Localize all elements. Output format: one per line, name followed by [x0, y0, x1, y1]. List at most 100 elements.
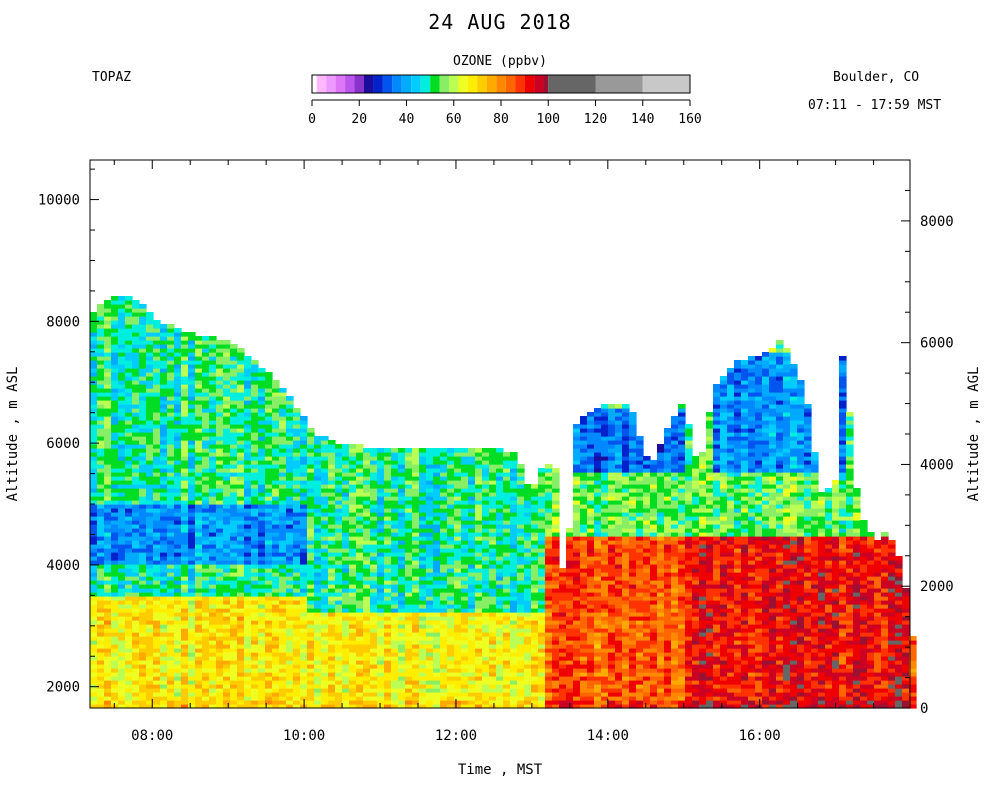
heatmap-cell	[440, 700, 448, 705]
heatmap-cell	[118, 428, 126, 433]
heatmap-cell	[160, 356, 168, 361]
heatmap-cell	[342, 496, 350, 501]
heatmap-cell	[482, 612, 490, 617]
heatmap-cell	[475, 584, 483, 589]
heatmap-cell	[244, 656, 252, 661]
heatmap-cell	[153, 580, 161, 585]
heatmap-cell	[111, 700, 119, 705]
heatmap-cell	[188, 692, 196, 697]
heatmap-cell	[405, 556, 413, 561]
heatmap-cell	[244, 704, 252, 709]
heatmap-cell	[405, 516, 413, 521]
heatmap-cell	[139, 392, 147, 397]
heatmap-cell	[139, 676, 147, 681]
heatmap-cell	[125, 300, 133, 305]
heatmap-cell	[321, 608, 329, 613]
heatmap-cell	[454, 660, 462, 665]
heatmap-cell	[153, 384, 161, 389]
heatmap-cell	[503, 688, 511, 693]
heatmap-cell	[419, 528, 427, 533]
heatmap-cell	[279, 552, 287, 557]
heatmap-cell	[244, 456, 252, 461]
heatmap-cell	[118, 320, 126, 325]
heatmap-cell	[202, 520, 210, 525]
heatmap-cell	[447, 448, 455, 453]
heatmap-cell	[174, 496, 182, 501]
heatmap-cell	[146, 452, 154, 457]
heatmap-cell	[237, 556, 245, 561]
heatmap-cell	[153, 616, 161, 621]
heatmap-cell	[237, 568, 245, 573]
heatmap-cell	[370, 508, 378, 513]
heatmap-cell	[195, 616, 203, 621]
heatmap-cell	[503, 632, 511, 637]
heatmap-cell	[90, 572, 98, 577]
heatmap-cell	[321, 616, 329, 621]
heatmap-cell	[160, 612, 168, 617]
heatmap-cell	[307, 648, 315, 653]
heatmap-cell	[398, 520, 406, 525]
heatmap-cell	[111, 340, 119, 345]
heatmap-cell	[139, 652, 147, 657]
heatmap-cell	[363, 516, 371, 521]
heatmap-cell	[223, 680, 231, 685]
heatmap-cell	[244, 568, 252, 573]
heatmap-cell	[97, 324, 105, 329]
heatmap-cell	[300, 572, 308, 577]
heatmap-cell	[167, 492, 175, 497]
heatmap-cell	[209, 396, 217, 401]
heatmap-cell	[160, 456, 168, 461]
heatmap-cell	[510, 504, 518, 509]
heatmap-cell	[370, 548, 378, 553]
heatmap-cell	[398, 672, 406, 677]
heatmap-cell	[524, 488, 532, 493]
heatmap-cell	[104, 692, 112, 697]
heatmap-cell	[391, 616, 399, 621]
heatmap-cell	[195, 372, 203, 377]
heatmap-cell	[307, 504, 315, 509]
heatmap-cell	[167, 340, 175, 345]
heatmap-cell	[412, 584, 420, 589]
heatmap-cell	[111, 416, 119, 421]
heatmap-cell	[391, 468, 399, 473]
heatmap-cell	[223, 692, 231, 697]
heatmap-cell	[461, 576, 469, 581]
heatmap-cell	[153, 576, 161, 581]
heatmap-cell	[181, 652, 189, 657]
heatmap-cell	[230, 540, 238, 545]
heatmap-cell	[447, 564, 455, 569]
heatmap-cell	[209, 680, 217, 685]
heatmap-cell	[251, 364, 259, 369]
heatmap-cell	[209, 660, 217, 665]
heatmap-cell	[216, 484, 224, 489]
heatmap-cell	[202, 544, 210, 549]
heatmap-cell	[293, 508, 301, 513]
heatmap-cell	[265, 696, 273, 701]
heatmap-cell	[118, 656, 126, 661]
heatmap-cell	[342, 492, 350, 497]
heatmap-cell	[314, 528, 322, 533]
heatmap-cell	[307, 556, 315, 561]
heatmap-cell	[398, 580, 406, 585]
heatmap-cell	[349, 692, 357, 697]
heatmap-cell	[237, 388, 245, 393]
heatmap-cell	[517, 660, 525, 665]
heatmap-cell	[524, 568, 532, 573]
heatmap-cell	[97, 572, 105, 577]
heatmap-cell	[125, 464, 133, 469]
heatmap-cell	[342, 464, 350, 469]
heatmap-cell	[139, 540, 147, 545]
heatmap-cell	[97, 388, 105, 393]
heatmap-cell	[258, 624, 266, 629]
heatmap-cell	[503, 592, 511, 597]
heatmap-cell	[461, 680, 469, 685]
heatmap-cell	[104, 668, 112, 673]
heatmap-cell	[146, 448, 154, 453]
heatmap-cell	[419, 496, 427, 501]
heatmap-cell	[496, 496, 504, 501]
heatmap-cell	[468, 580, 476, 585]
heatmap-cell	[356, 592, 364, 597]
heatmap-cell	[286, 520, 294, 525]
heatmap-cell	[97, 316, 105, 321]
heatmap-cell	[335, 528, 343, 533]
